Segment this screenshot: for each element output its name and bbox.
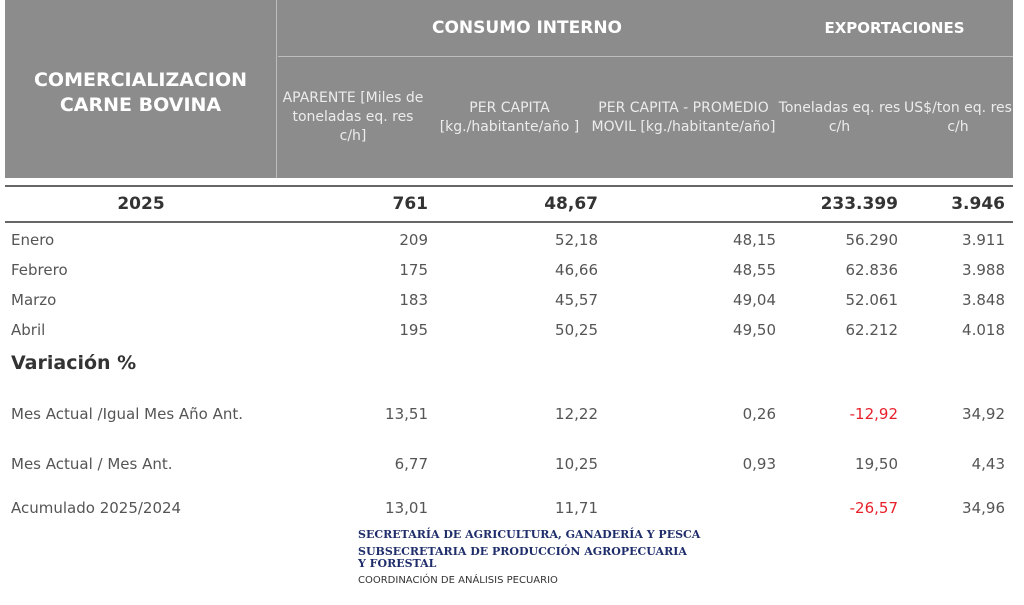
total-aparente: 761	[392, 194, 429, 214]
consumo-interno-header: CONSUMO INTERNO	[278, 0, 776, 57]
row-label: Marzo	[11, 291, 57, 309]
total-toneladas: 233.399	[820, 194, 898, 214]
footer-ministry: SECRETARÍA DE AGRICULTURA, GANADERÍA Y P…	[358, 528, 701, 541]
footer-subsecretaria: SUBSECRETARIA DE PRODUCCIÓN AGROPECUARIA…	[358, 545, 687, 570]
cell-per-capita: 11,71	[555, 499, 598, 517]
cell-per-capita: 50,25	[555, 321, 598, 339]
row-label: Enero	[11, 231, 55, 249]
cell-toneladas: -26,57	[849, 499, 898, 517]
cell-promedio: 48,15	[733, 231, 776, 249]
cell-toneladas: 62.212	[845, 321, 899, 339]
cell-toneladas: 19,50	[855, 455, 898, 473]
cell-promedio: 0,26	[742, 405, 776, 423]
cell-usd: 3.911	[962, 231, 1005, 249]
cell-per-capita: 52,18	[555, 231, 598, 249]
row-label: Mes Actual / Mes Ant.	[11, 455, 173, 473]
cell-promedio: 48,55	[733, 261, 776, 279]
cell-toneladas: -12,92	[849, 405, 898, 423]
cell-promedio	[598, 493, 776, 523]
col-header-promedio-movil: PER CAPITA - PROMEDIO MOVIL [kg./habitan…	[591, 99, 776, 135]
cell-per-capita: 12,22	[555, 405, 598, 423]
cell-promedio: 0,93	[742, 455, 776, 473]
total-year: 2025	[117, 194, 165, 214]
total-per-capita: 48,67	[544, 194, 598, 214]
cell-usd: 3.988	[962, 261, 1005, 279]
variacion-title: Variación %	[11, 352, 137, 374]
footer-credits: SECRETARÍA DE AGRICULTURA, GANADERÍA Y P…	[358, 529, 700, 587]
cell-per-capita: 10,25	[555, 455, 598, 473]
col-header-per-capita: PER CAPITA [kg./habitante/año ]	[439, 99, 580, 135]
table-row: Abril 195 50,25 49,50 62.212 4.018	[5, 315, 1013, 345]
cell-usd: 34,96	[962, 499, 1005, 517]
cell-aparente: 13,51	[385, 405, 428, 423]
table-row: Marzo 183 45,57 49,04 52.061 3.848	[5, 285, 1013, 315]
cell-usd: 34,92	[962, 405, 1005, 423]
table-row: Mes Actual /Igual Mes Año Ant. 13,51 12,…	[5, 390, 1013, 438]
cell-usd: 4,43	[971, 455, 1005, 473]
cell-usd: 4.018	[962, 321, 1005, 339]
cell-usd: 3.848	[962, 291, 1005, 309]
cell-toneladas: 62.836	[845, 261, 899, 279]
total-usd: 3.946	[951, 194, 1005, 214]
exportaciones-header: EXPORTACIONES	[776, 0, 1013, 57]
table-header: COMERCIALIZACION CARNE BOVINA CONSUMO IN…	[5, 0, 1013, 178]
cell-promedio: 49,50	[733, 321, 776, 339]
cell-aparente: 209	[399, 231, 428, 249]
row-label: Mes Actual /Igual Mes Año Ant.	[11, 404, 244, 423]
cell-promedio: 49,04	[733, 291, 776, 309]
row-label: Febrero	[11, 261, 68, 279]
row-label: Abril	[11, 321, 46, 339]
table-row: Febrero 175 46,66 48,55 62.836 3.988	[5, 255, 1013, 285]
cell-per-capita: 45,57	[555, 291, 598, 309]
table-title: COMERCIALIZACION CARNE BOVINA	[5, 0, 277, 178]
table-row: Mes Actual / Mes Ant. 6,77 10,25 0,93 19…	[5, 449, 1013, 479]
total-promedio	[598, 187, 776, 221]
cell-aparente: 195	[399, 321, 428, 339]
cell-aparente: 13,01	[385, 499, 428, 517]
row-label: Acumulado 2025/2024	[11, 499, 182, 517]
table-row: Acumulado 2025/2024 13,01 11,71 -26,57 3…	[5, 493, 1013, 523]
cell-aparente: 183	[399, 291, 428, 309]
cell-aparente: 175	[399, 261, 428, 279]
col-header-usd-ton: US$/ton eq. res c/h	[904, 99, 1012, 135]
footer-coordinacion: COORDINACIÓN DE ANÁLISIS PECUARIO	[358, 575, 558, 586]
table-row: Enero 209 52,18 48,15 56.290 3.911	[5, 225, 1013, 255]
cell-toneladas: 56.290	[845, 231, 899, 249]
cell-toneladas: 52.061	[845, 291, 899, 309]
cell-per-capita: 46,66	[555, 261, 598, 279]
cell-aparente: 6,77	[394, 455, 428, 473]
col-header-aparente: APARENTE [Miles de toneladas eq. res c/h…	[282, 90, 424, 144]
col-header-toneladas: Toneladas eq. res c/h	[778, 99, 901, 135]
total-row: 2025 761 48,67 233.399 3.946	[5, 185, 1013, 223]
